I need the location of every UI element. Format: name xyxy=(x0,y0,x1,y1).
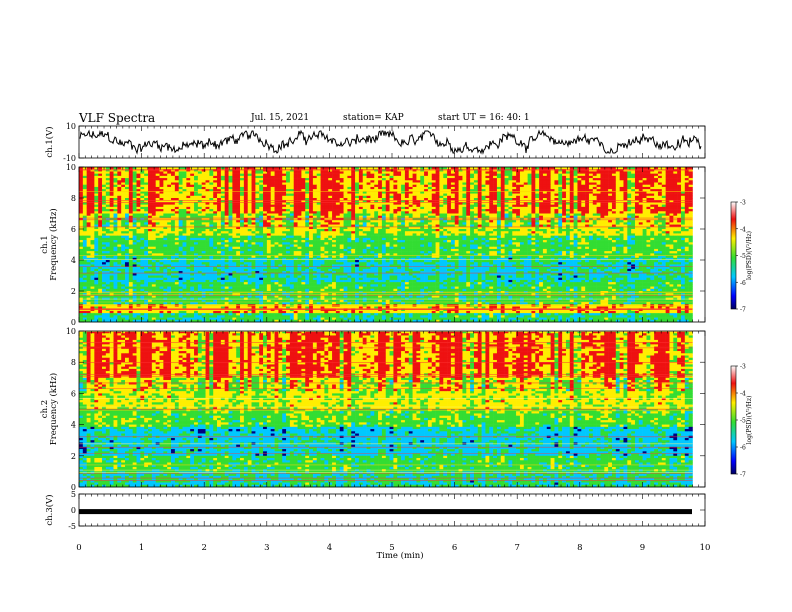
y-tick-label: -10 xyxy=(63,154,76,163)
ch1-spectrogram-colorbar xyxy=(731,202,736,309)
y-tick-label: 2 xyxy=(71,287,76,296)
x-tick-label: 10 xyxy=(700,543,711,553)
x-axis-label: Time (min) xyxy=(376,550,423,561)
y-tick-label: 8 xyxy=(71,194,76,203)
colorbar-tick-label: -3 xyxy=(740,364,746,371)
x-tick-label: 1 xyxy=(139,543,144,553)
colorbar-tick-label: -3 xyxy=(740,200,746,207)
y-tick-label: 6 xyxy=(71,389,76,398)
x-tick-label: 0 xyxy=(76,543,81,553)
ch1-spectrogram-colorbar-label: log(PSD)(V²/Hz) xyxy=(746,231,753,280)
y-axis-label: ch.1(V) xyxy=(44,126,55,157)
y-tick-label: 0 xyxy=(71,506,76,515)
ch3-waveform-line xyxy=(79,509,692,514)
ch2-spectrogram-colorbar-label: log(PSD)(V²/Hz) xyxy=(746,396,753,445)
y-tick-label: -5 xyxy=(68,522,76,531)
x-tick-label: 7 xyxy=(514,543,519,553)
colorbar-tick-label: -7 xyxy=(740,307,746,314)
y-tick-label: 6 xyxy=(71,225,76,234)
ch1-spectrogram-heatmap xyxy=(79,167,693,322)
x-tick-label: 4 xyxy=(327,543,332,553)
x-tick-label: 8 xyxy=(577,543,582,553)
ch1-waveform-line xyxy=(80,131,701,153)
y-tick-label: 8 xyxy=(71,358,76,367)
y-axis-label: Frequency (kHz) xyxy=(48,208,59,280)
y-axis-label: ch.3(V) xyxy=(44,494,55,525)
y-tick-label: 2 xyxy=(71,452,76,461)
y-tick-label: 0 xyxy=(71,318,76,327)
y-tick-label: 5 xyxy=(71,490,76,499)
ch2-spectrogram-heatmap xyxy=(79,331,693,487)
y-tick-label: 10 xyxy=(66,122,76,131)
y-tick-label: 4 xyxy=(71,256,76,265)
colorbar-tick-label: -7 xyxy=(740,472,746,479)
x-tick-label: 9 xyxy=(640,543,645,553)
y-tick-label: 4 xyxy=(71,421,76,430)
y-tick-label: 10 xyxy=(66,327,76,336)
x-tick-label: 6 xyxy=(452,543,457,553)
y-axis-label: Frequency (kHz) xyxy=(48,373,59,445)
x-tick-label: 3 xyxy=(264,543,269,553)
x-tick-label: 2 xyxy=(201,543,206,553)
colorbar-tick-label: -6 xyxy=(740,445,746,452)
ch2-spectrogram-colorbar xyxy=(731,366,736,474)
y-tick-label: 10 xyxy=(66,163,76,172)
